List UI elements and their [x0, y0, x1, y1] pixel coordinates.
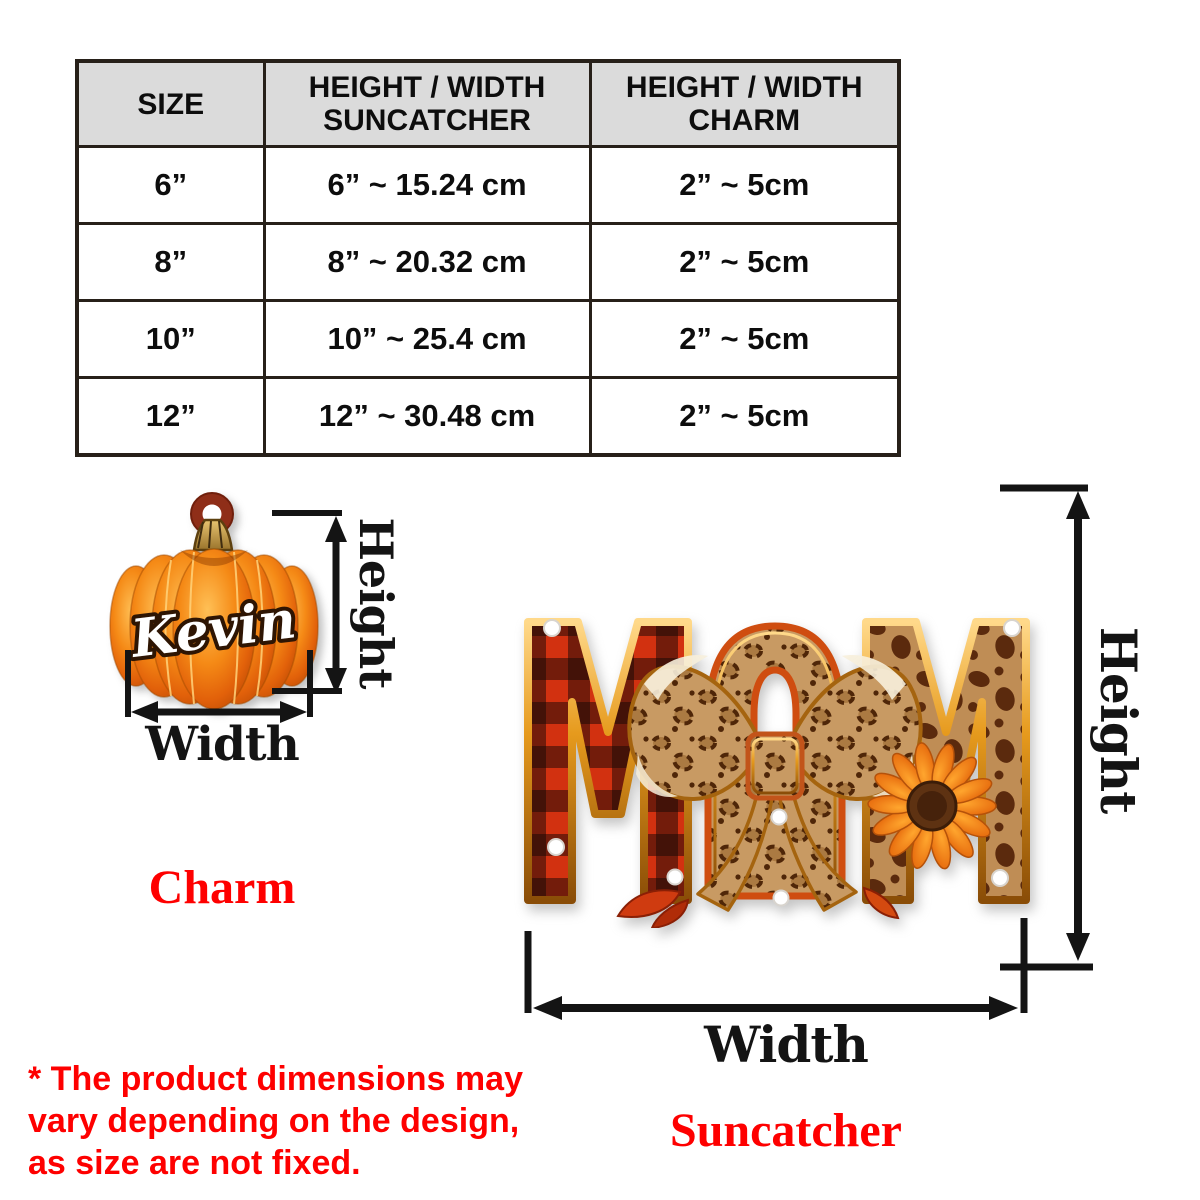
fall-leaves [616, 886, 900, 928]
suncatcher-dimension: 10” ~ 25.4 cm [262, 299, 592, 379]
charm-width-label: Width [144, 717, 299, 772]
bow-knot [745, 731, 805, 801]
col-header-charm: HEIGHT / WIDTH CHARM [588, 59, 901, 148]
table-row: 8” 8” ~ 20.32 cm 2” ~ 5cm [75, 222, 901, 302]
suncatcher-caption: Suncatcher [670, 1104, 902, 1157]
charm-height-label: Height [349, 517, 403, 690]
disclaimer-line: * The product dimensions may [28, 1060, 523, 1098]
top-dip-shadow [180, 550, 248, 566]
pumpkin-stem [192, 518, 234, 552]
table-header-row: SIZE HEIGHT / WIDTH SUNCATCHER HEIGHT / … [75, 59, 901, 148]
col-header-size: SIZE [75, 59, 266, 148]
pumpkin-seams [164, 551, 264, 705]
disclaimer-line: as size are not fixed. [28, 1144, 361, 1183]
suncatcher-dimension: 12” ~ 30.48 cm [262, 376, 592, 457]
size-value: 12” [75, 376, 266, 457]
pumpkin-charm-illustration: Kevin [109, 492, 319, 710]
suncatcher-width-label: Width [703, 1015, 868, 1074]
disclaimer-line: vary depending on the design, [28, 1102, 520, 1141]
table-row: 10” 10” ~ 25.4 cm 2” ~ 5cm [75, 299, 901, 379]
bow-tail-right [778, 788, 858, 912]
charm-dimension: 2” ~ 5cm [588, 376, 901, 457]
drill-holes [543, 619, 1021, 907]
mom-suncatcher-illustration [512, 594, 1038, 928]
charm-dimension: 2” ~ 5cm [588, 222, 901, 302]
bow-tail-left [696, 788, 774, 912]
letter-o-gold-trim [713, 631, 837, 896]
charm-dimension: 2” ~ 5cm [588, 145, 901, 225]
suncatcher-height-label: Height [1089, 627, 1148, 814]
charm-caption: Charm [148, 861, 296, 914]
table-row: 12” 12” ~ 30.48 cm 2” ~ 5cm [75, 376, 901, 457]
pumpkin-body [109, 548, 319, 710]
col-header-suncatcher: HEIGHT / WIDTH SUNCATCHER [262, 59, 592, 148]
table-row: 6” 6” ~ 15.24 cm 2” ~ 5cm [75, 145, 901, 225]
suncatcher-width-arrow [524, 931, 1018, 1020]
size-value: 6” [75, 145, 266, 225]
sunflower-icon [867, 742, 997, 870]
size-value: 10” [75, 299, 266, 379]
size-table: SIZE HEIGHT / WIDTH SUNCATCHER HEIGHT / … [75, 59, 901, 457]
leopard-bow [627, 655, 923, 912]
suncatcher-dimension: 8” ~ 20.32 cm [262, 222, 592, 302]
suncatcher-dimension: 6” ~ 15.24 cm [262, 145, 592, 225]
disclaimer-note: * The product dimensions may vary depend… [28, 1058, 528, 1184]
size-value: 8” [75, 222, 266, 302]
charm-dimension: 2” ~ 5cm [588, 299, 901, 379]
